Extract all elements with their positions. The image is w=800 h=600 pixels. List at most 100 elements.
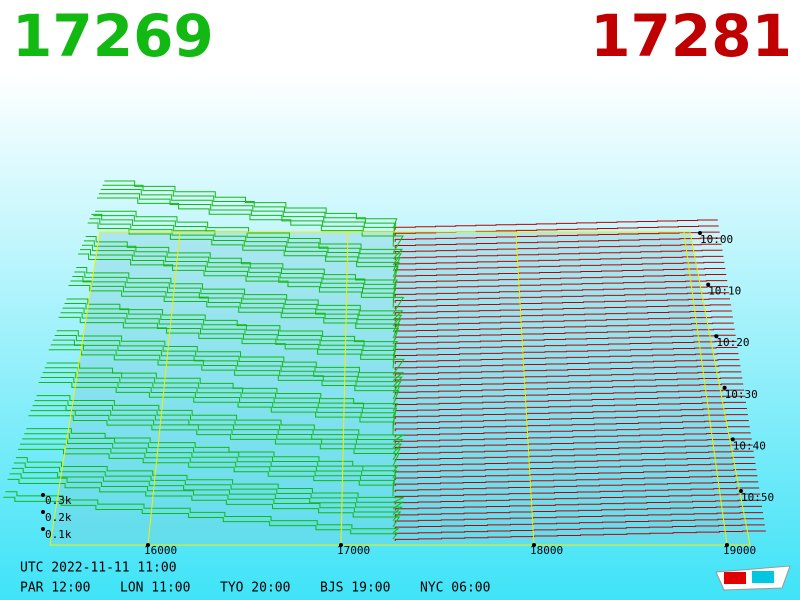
floor <box>50 232 750 545</box>
ask-depth-line <box>394 365 741 377</box>
bid-depth-line <box>66 298 399 351</box>
price-tick <box>339 543 343 547</box>
ask-depth-line <box>394 304 731 316</box>
time-tick-label: 10:00 <box>700 233 733 246</box>
bid-depth-line <box>87 222 399 284</box>
ask-depth-line <box>394 371 742 383</box>
time-tick <box>722 385 727 390</box>
ask-depth-line <box>394 389 745 401</box>
bid-depth-line <box>98 193 395 247</box>
ask-depth-line <box>394 255 724 267</box>
bid-depth-line <box>72 275 402 333</box>
bid-depth-line <box>70 280 401 339</box>
time-tick-label: 10:50 <box>741 491 774 504</box>
price-tick <box>532 543 536 547</box>
ask-depth-line <box>394 280 728 291</box>
cyan-lens <box>752 571 774 583</box>
bid-depth-line <box>85 235 398 290</box>
ask-depth-line <box>394 463 756 474</box>
ask-depth-line <box>394 456 755 468</box>
time-tick-label: 10:20 <box>716 336 749 349</box>
ask-depth-line <box>394 414 748 425</box>
floor-edge <box>49 231 751 546</box>
depth-tick-label: 0.3k <box>45 494 72 507</box>
bid-depth-line <box>5 491 400 534</box>
bid-depth-line <box>76 267 404 321</box>
ask-depth-line <box>394 316 733 328</box>
bid-depth-line <box>24 433 398 479</box>
ask-depth-line <box>394 340 737 352</box>
bid-depth-line <box>22 438 397 485</box>
bid-depth-line <box>36 395 405 442</box>
ask-depth-line <box>394 346 738 358</box>
utc-time: UTC 2022-11-11 11:00 <box>20 561 177 576</box>
price-grid-line <box>147 231 181 546</box>
ask-depth-line <box>394 432 751 444</box>
price-tick-label: 16000 <box>144 544 177 557</box>
ask-depth-line <box>394 469 757 480</box>
bid-depth-line <box>50 344 401 400</box>
bid-depth-line <box>32 405 403 455</box>
ask-depth-line <box>394 481 759 493</box>
depth-tick-label: 0.1k <box>45 528 72 541</box>
time-tick <box>714 334 719 339</box>
city-time: TYO 20:00 <box>220 581 290 596</box>
ask-depth-line <box>394 249 723 261</box>
bid-depth-line <box>9 473 402 522</box>
city-time: LON 11:00 <box>120 581 190 596</box>
ask-depth-line <box>394 407 747 419</box>
ask-depth-line <box>394 359 740 371</box>
bid-depth-line <box>89 218 400 278</box>
bid-depth-line <box>104 180 398 229</box>
bid-depth-line <box>95 210 404 260</box>
bid-depth-line <box>78 253 405 314</box>
price-tick <box>146 543 150 547</box>
bid-depth-line <box>30 410 401 461</box>
time-tick <box>730 437 735 442</box>
ask-depth-line <box>394 243 722 255</box>
bid-depth-line <box>3 496 398 540</box>
bid-depth-line <box>102 184 397 235</box>
ask-depth-line <box>394 334 736 346</box>
price-tick-label: 18000 <box>530 544 563 557</box>
bid-depth-line <box>60 312 395 369</box>
time-tick-label: 10:30 <box>725 388 758 401</box>
bid-depth-line <box>68 284 399 345</box>
bid-depth-line <box>83 240 397 296</box>
ask-depth-line <box>394 401 747 413</box>
price-grid-line <box>683 231 728 546</box>
price-tick <box>725 543 729 547</box>
ask-depth-line <box>394 505 763 517</box>
bid-depth-line <box>48 349 400 406</box>
bid-depth-line <box>58 316 405 375</box>
ask-depth-line <box>394 444 753 456</box>
bid-depth-line <box>81 244 396 302</box>
ask-depth-line <box>394 524 765 535</box>
ask-depth-line <box>394 328 735 340</box>
bid-depth-line <box>26 428 399 473</box>
bid-depth-line <box>100 188 396 241</box>
time-tick-label: 10:40 <box>733 439 766 452</box>
depth-tick <box>41 510 45 514</box>
ask-depth-line <box>394 475 758 487</box>
city-time: BJS 19:00 <box>320 581 390 596</box>
ask-depth-line <box>394 493 761 505</box>
ask-depth-line <box>394 512 763 523</box>
bid-depth-line <box>7 478 401 528</box>
bid-depth-line <box>34 400 404 449</box>
time-tick <box>698 231 702 235</box>
bid-depth-line <box>97 197 404 254</box>
ask-depth-line <box>394 237 721 248</box>
ask-depth-line <box>394 450 754 462</box>
depth-tick-label: 0.2k <box>45 511 72 524</box>
city-time: PAR 12:00 <box>20 581 90 596</box>
bid-depth-line <box>54 334 403 388</box>
ask-depth-line <box>394 274 727 285</box>
bid-depth-line <box>18 448 394 497</box>
ask-depth-line <box>394 261 725 273</box>
time-tick <box>706 282 711 287</box>
bid-depth-line <box>15 457 404 503</box>
bid-depth-line <box>52 339 402 394</box>
ask-depth-line <box>394 310 732 322</box>
